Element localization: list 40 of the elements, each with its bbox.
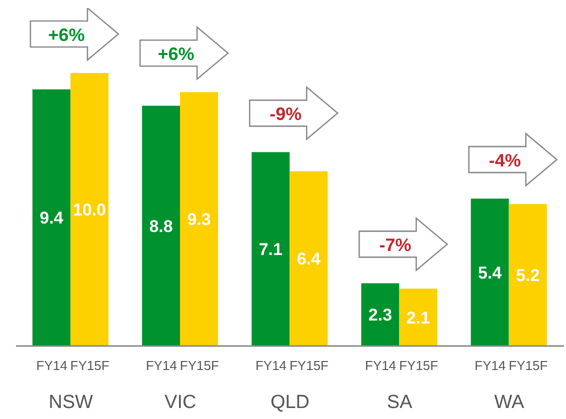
data-label: 8.8 — [149, 216, 173, 236]
data-label: 2.3 — [368, 306, 392, 325]
data-label: 5.4 — [478, 263, 502, 282]
x-tick-label: QLD — [270, 392, 310, 413]
annotation: -7% — [379, 235, 412, 256]
bar — [290, 171, 328, 346]
text: FY15F — [180, 358, 219, 373]
annotation: -4% — [488, 150, 521, 171]
bar — [508, 204, 547, 346]
bar — [361, 283, 400, 346]
data-label: 9.3 — [187, 210, 211, 230]
data-label: 9.4 — [40, 208, 64, 228]
data-label: 10.0 — [72, 200, 106, 220]
data-label: 2.1 — [406, 308, 430, 328]
text: FY14 — [255, 358, 287, 373]
text: FY15F — [70, 358, 110, 373]
series-label: FY14 — [36, 358, 68, 373]
data-label: 7.1 — [258, 240, 282, 260]
text: FY14 — [365, 358, 396, 373]
data-label: 6.4 — [296, 250, 321, 269]
bar — [399, 288, 438, 346]
bar — [470, 198, 509, 346]
series-label: FY15F — [289, 358, 329, 373]
bar — [142, 106, 180, 346]
x-tick-label: VIC — [164, 392, 196, 413]
bar — [180, 92, 218, 346]
annotation: -9% — [270, 104, 302, 124]
text: FY15F — [508, 358, 548, 373]
text: FY14 — [146, 358, 177, 373]
text: FY15F — [399, 358, 438, 373]
text: FY14 — [474, 358, 506, 373]
data-label: 5.2 — [516, 266, 540, 286]
bar — [70, 73, 108, 346]
bar — [32, 89, 70, 346]
text: +6% — [48, 25, 85, 45]
x-tick-label: SA — [386, 392, 413, 413]
x-tick-label: NSW — [48, 392, 94, 413]
x-tick-label: WA — [494, 392, 524, 413]
text: +6% — [158, 44, 194, 64]
bar — [252, 152, 290, 346]
